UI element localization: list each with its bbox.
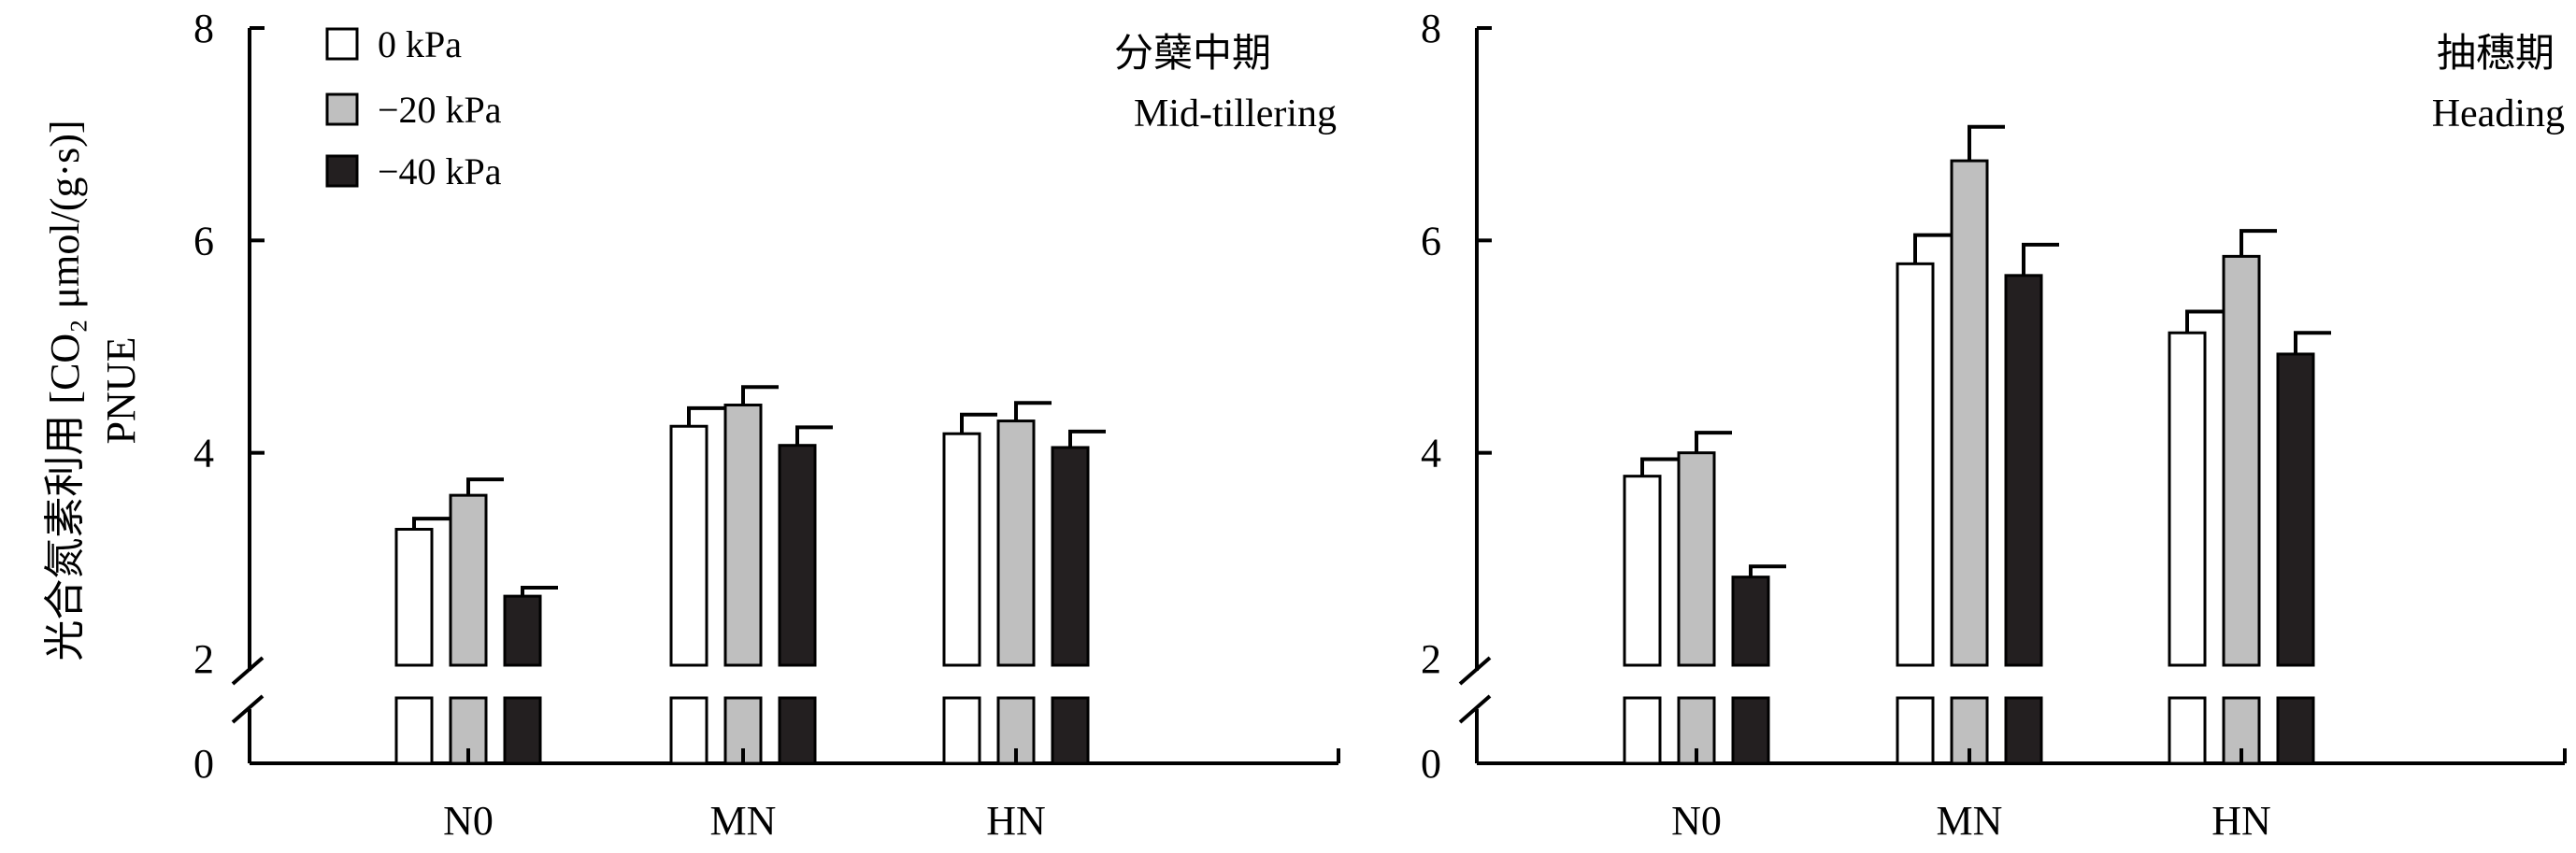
y-tick-label: 8 [193, 6, 214, 51]
bar-hn-series-0 [2168, 331, 2207, 667]
bar-mn-series-2 [778, 444, 817, 667]
bar-lower-n0-series-0 [1623, 696, 1662, 765]
legend: 0 kPa −20 kPa −40 kPa [325, 23, 502, 192]
panel-heading: 0 2 4 6 8 N0 MN HN 抽穗期 Heading [1421, 6, 2567, 844]
x-tick-label-mn: MN [710, 798, 777, 844]
bar-hn-series-2 [2276, 352, 2315, 667]
bar-lower-hn-series-0 [942, 696, 981, 765]
bar-lower-hn-series-0 [2168, 696, 2207, 765]
y-axis-title: 光合氮素利用 [CO₂ μmol/(g·s)] PNUE [42, 120, 144, 661]
bar-n0-series-2 [503, 594, 542, 667]
bar-hn-series-0 [942, 432, 981, 667]
y-tick-label: 2 [193, 636, 214, 682]
legend-swatch-1 [325, 92, 359, 126]
x-tick-label-hn: HN [986, 798, 1046, 844]
axis-break-mark [231, 694, 265, 724]
y-tick-label: 0 [193, 741, 214, 787]
bar-mn-series-2 [2004, 274, 2043, 667]
legend-label-0: 0 kPa [378, 23, 462, 65]
axis-break-mark [1458, 656, 1492, 686]
y-tick-label: 8 [1421, 6, 1441, 51]
bar-lower-n0-series-0 [394, 696, 434, 765]
x-tick-label-hn: HN [2211, 798, 2271, 844]
y-tick-label: 4 [193, 431, 214, 476]
bar-lower-mn-series-2 [2004, 696, 2043, 765]
x-tick-label-mn: MN [1937, 798, 2003, 844]
bar-lower-mn-series-0 [669, 696, 708, 765]
bar-hn-series-2 [1051, 446, 1090, 667]
legend-label-1: −20 kPa [378, 89, 502, 131]
bar-lower-n0-series-2 [503, 696, 542, 765]
stage-label-zh: 分蘖中期 [1114, 33, 1271, 76]
bar-n0-series-0 [394, 528, 434, 667]
bar-lower-hn-series-2 [2276, 696, 2315, 765]
bar-mn-series-1 [1950, 159, 1989, 667]
stage-label-en: Heading [2432, 92, 2565, 135]
bar-mn-series-0 [669, 424, 708, 667]
axis-break-mark [231, 656, 265, 686]
bar-mn-series-1 [723, 404, 763, 667]
y-tick-label: 0 [1421, 741, 1441, 787]
bar-lower-hn-series-2 [1051, 696, 1090, 765]
y-axis-title-line1: 光合氮素利用 [CO₂ μmol/(g·s)] [42, 120, 88, 661]
stage-label-en: Mid-tillering [1134, 92, 1337, 135]
y-tick-label: 6 [193, 218, 214, 263]
bar-n0-series-1 [449, 493, 488, 667]
panel-mid-tillering: 0 2 4 6 8 N0 MN HN 分蘖中期 Mid-tillering [193, 6, 1340, 844]
bar-lower-mn-series-0 [1896, 696, 1935, 765]
y-tick-label: 6 [1421, 218, 1441, 263]
y-axis-title-line2: PNUE [98, 337, 144, 445]
stage-label-zh: 抽穗期 [2437, 33, 2555, 76]
axis-break-mark [1458, 694, 1492, 724]
legend-swatch-0 [325, 27, 359, 61]
y-tick-label: 2 [1421, 636, 1441, 682]
legend-label-2: −40 kPa [378, 150, 502, 192]
bar-lower-n0-series-2 [1731, 696, 1770, 765]
x-tick-label-n0: N0 [443, 798, 494, 844]
bar-hn-series-1 [2222, 254, 2261, 667]
legend-swatch-2 [325, 154, 359, 188]
y-tick-label: 4 [1421, 431, 1441, 476]
bar-mn-series-0 [1896, 262, 1935, 667]
bar-lower-mn-series-2 [778, 696, 817, 765]
bar-hn-series-1 [996, 419, 1036, 667]
bar-n0-series-2 [1731, 576, 1770, 667]
bar-n0-series-1 [1677, 451, 1716, 667]
x-tick-label-n0: N0 [1671, 798, 1722, 844]
bar-n0-series-0 [1623, 475, 1662, 667]
